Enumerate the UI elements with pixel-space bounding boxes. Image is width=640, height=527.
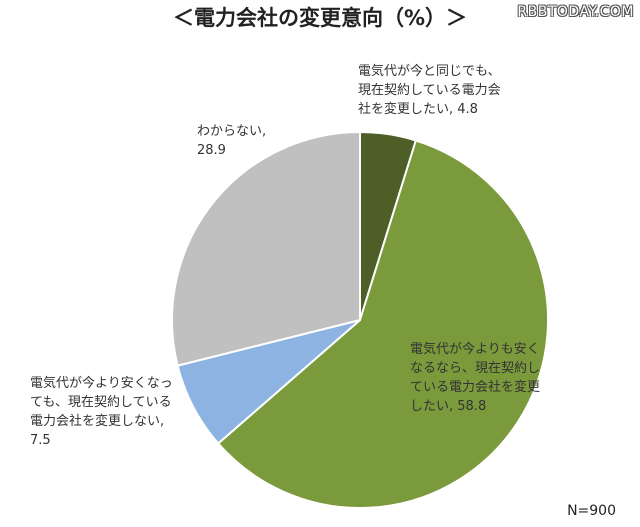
pie-slice-3 <box>171 130 361 367</box>
pie-slice-1 <box>216 139 549 509</box>
slice-label-cheaper-no-change: 電気代が今より安くなっ ても、現在契約している 電力会社を変更しない, 7.5 <box>30 376 173 448</box>
slice-label-unknown: わからない, 28.9 <box>197 124 267 158</box>
watermark-logo: RBBTODAY.COM <box>517 4 634 20</box>
slice-label-same-price-change: 電気代が今と同じでも、 現在契約している電力会 社を変更したい, 4.8 <box>358 64 501 117</box>
chart-title: ＜電力会社の変更意向（%）＞ <box>172 6 468 30</box>
slice-label-cheaper-change: 電気代が今よりも安く なるなら、現在契約し ている電力会社を変更 したい, 58… <box>410 342 541 414</box>
sample-size-note: N=900 <box>567 503 616 519</box>
